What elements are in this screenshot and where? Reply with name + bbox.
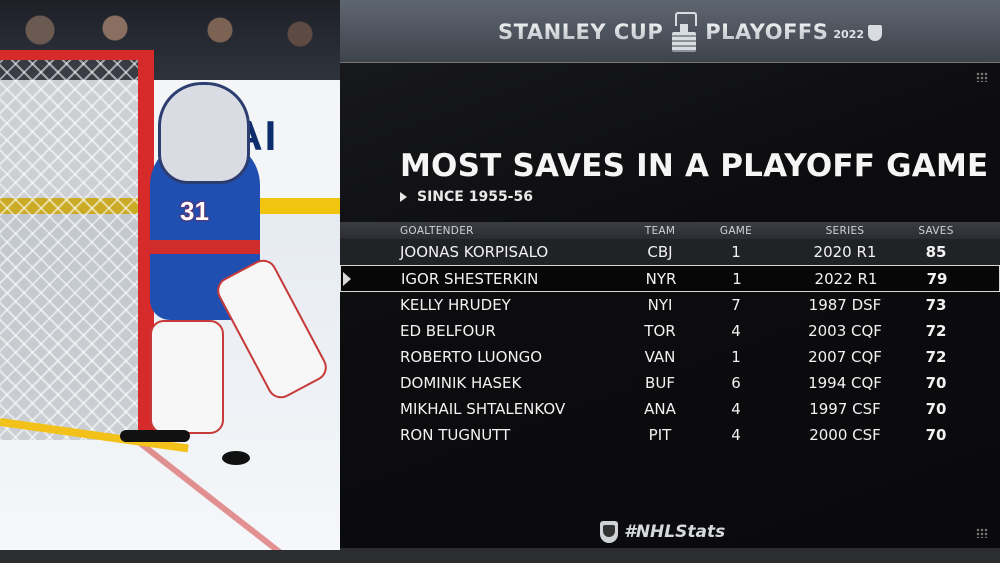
footer: #NHLStats — [600, 521, 725, 543]
game-cell: 4 — [731, 426, 741, 444]
goaltender-name: RON TUGNUTT — [400, 426, 511, 444]
nhl-stats-hashtag: #NHLStats — [624, 522, 726, 542]
team-cell: TOR — [644, 322, 676, 340]
stats-table: GOALTENDER TEAM GAME SERIES SAVES JOONAS… — [340, 222, 1000, 448]
header-bar — [340, 0, 1000, 63]
subtitle-text: SINCE 1955-56 — [417, 189, 533, 205]
table-row: MIKHAIL SHTALENKOV ANA 4 1997 CSF 70 — [340, 396, 1000, 422]
logo-year: 2022 — [833, 27, 865, 41]
stanley-cup-playoffs-logo: STANLEY CUP PLAYOFFS 2022 — [498, 12, 883, 52]
subtitle: SINCE 1955-56 — [400, 189, 533, 205]
series-cell: 1997 CSF — [809, 400, 881, 418]
game-cell: 1 — [731, 348, 741, 366]
series-cell: 2022 R1 — [814, 269, 878, 288]
corner-dots-icon — [976, 72, 988, 82]
saves-cell: 85 — [925, 243, 947, 261]
series-cell: 2020 R1 — [813, 243, 877, 261]
leg-pad-left — [150, 320, 224, 434]
table-row-highlighted: IGOR SHESTERKIN NYR 1 2022 R1 79 — [340, 265, 1000, 292]
hockey-puck — [222, 451, 250, 465]
goaltender-name: ED BELFOUR — [400, 322, 496, 340]
goal-crossbar — [0, 50, 154, 60]
nhl-logo-icon — [600, 521, 618, 543]
table-row: RON TUGNUTT PIT 4 2000 CSF 70 — [340, 422, 1000, 448]
team-cell: PIT — [648, 426, 672, 444]
goaltender-name: KELLY HRUDEY — [400, 296, 511, 314]
team-cell: NYR — [645, 269, 677, 288]
header-game: GAME — [719, 224, 753, 237]
game-cell: 7 — [731, 296, 741, 314]
header-goaltender: GOALTENDER — [400, 224, 474, 237]
saves-cell: 70 — [925, 426, 947, 444]
header-team: TEAM — [644, 224, 676, 237]
bottom-strip — [340, 548, 1000, 563]
table-row: ROBERTO LUONGO VAN 1 2007 CQF 72 — [340, 344, 1000, 370]
game-cell: 6 — [731, 374, 741, 392]
goaltender-name: IGOR SHESTERKIN — [401, 269, 539, 288]
saves-cell: 79 — [926, 269, 948, 288]
row-pointer-icon — [343, 271, 351, 286]
stanley-cup-icon — [666, 12, 702, 52]
saves-cell: 72 — [925, 348, 947, 366]
team-cell: CBJ — [647, 243, 673, 261]
table-header: GOALTENDER TEAM GAME SERIES SAVES — [340, 222, 1000, 239]
goaltender-name: ROBERTO LUONGO — [400, 348, 543, 366]
table-row: DOMINIK HASEK BUF 6 1994 CQF 70 — [340, 370, 1000, 396]
team-cell: VAN — [644, 348, 676, 366]
table-row: ED BELFOUR TOR 4 2003 CQF 72 — [340, 318, 1000, 344]
header-series: SERIES — [825, 224, 865, 237]
saves-cell: 70 — [925, 374, 947, 392]
bottom-strip-photo — [0, 550, 340, 563]
series-cell: 1987 DSF — [808, 296, 882, 314]
play-arrow-icon — [400, 192, 407, 202]
series-cell: 2000 CSF — [809, 426, 881, 444]
nhl-shield-icon — [868, 25, 883, 41]
team-cell: BUF — [645, 374, 675, 392]
goal-net — [0, 50, 150, 440]
stick-blade — [120, 430, 190, 442]
series-cell: 1994 CQF — [808, 374, 882, 392]
series-cell: 2007 CQF — [808, 348, 882, 366]
saves-cell: 70 — [925, 400, 947, 418]
team-cell: NYI — [647, 296, 673, 314]
corner-dots-icon — [976, 528, 988, 538]
jersey-stripe — [150, 240, 260, 254]
saves-cell: 72 — [925, 322, 947, 340]
header-saves: SAVES — [918, 224, 954, 237]
series-cell: 2003 CQF — [808, 322, 882, 340]
game-cell: 1 — [732, 269, 742, 288]
game-cell: 4 — [731, 322, 741, 340]
goalie-photo: DAI 31 — [0, 0, 340, 563]
game-cell: 1 — [731, 243, 741, 261]
game-cell: 4 — [731, 400, 741, 418]
goaltender-name: MIKHAIL SHTALENKOV — [400, 400, 566, 418]
table-row: JOONAS KORPISALO CBJ 1 2020 R1 85 — [340, 239, 1000, 265]
logo-text-right: PLAYOFFS — [705, 20, 829, 44]
saves-cell: 73 — [925, 296, 947, 314]
page-title: MOST SAVES IN A PLAYOFF GAME — [400, 148, 989, 184]
goaltender-name: JOONAS KORPISALO — [400, 243, 549, 261]
team-cell: ANA — [644, 400, 676, 418]
logo-text-left: STANLEY CUP — [498, 20, 664, 44]
goalie-mask — [158, 82, 250, 184]
goaltender-name: DOMINIK HASEK — [400, 374, 522, 392]
jersey-number: 31 — [180, 196, 209, 226]
table-row: KELLY HRUDEY NYI 7 1987 DSF 73 — [340, 292, 1000, 318]
